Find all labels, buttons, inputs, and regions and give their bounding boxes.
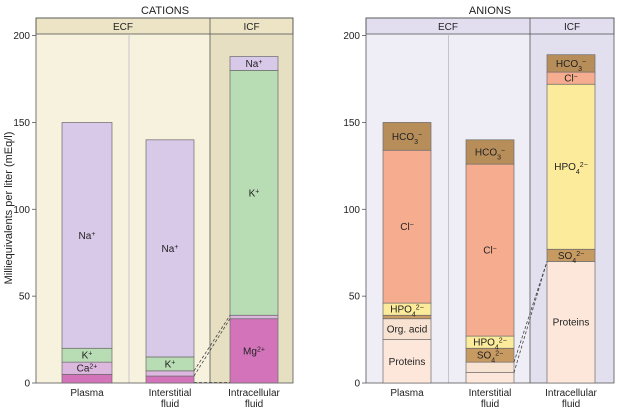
segment-mg2- (145, 375, 195, 384)
y-tick-label: 150 (343, 118, 360, 129)
region-label-ecf: ECF (113, 22, 133, 33)
segment-label-k-: K+ (249, 188, 260, 200)
x-category-label: Plasma (70, 388, 104, 399)
segment-label-so42-: SO42− (477, 350, 503, 364)
y-tick-label: 50 (349, 292, 361, 303)
segment-hco3- (465, 139, 515, 165)
y-tick-label: 0 (354, 379, 360, 390)
segment-label-cl-: Cl− (564, 73, 578, 85)
segment-cl- (382, 149, 432, 304)
segment-label-mg2-: Mg2+ (243, 346, 265, 358)
segment-label-cl-: Cl− (400, 222, 414, 234)
segment-hpo42- (546, 83, 596, 250)
x-category-label: Intracellular (545, 388, 597, 399)
segment-na- (145, 139, 195, 358)
segment-na- (61, 122, 113, 349)
x-category-label: Interstitial (149, 388, 192, 399)
segment-label-proteins: Proteins (389, 357, 426, 368)
y-tick-label: 50 (19, 292, 31, 303)
region-label-ecf: ECF (438, 22, 458, 33)
segment-label-cl-: Cl− (483, 245, 497, 257)
segment-label-na-: Na+ (246, 58, 263, 70)
segment-label-na-: Na+ (162, 243, 179, 255)
connector-dashed-line (513, 261, 548, 363)
connector-dashed-line (193, 318, 231, 377)
segment-label-k-: K+ (82, 350, 93, 362)
bar-intracellular-fluid: Proteins SO42− HPO42− Cl−HCO3− (546, 54, 596, 384)
x-category-label: fluid (161, 399, 179, 410)
chart-title: ANIONS (469, 5, 511, 17)
segment-ca2- (229, 314, 279, 320)
segment-na- (229, 56, 279, 71)
y-tick-label: 200 (13, 31, 30, 42)
x-category-label: Interstitial (469, 388, 512, 399)
segment-label-hco3-: HCO3− (556, 58, 586, 72)
x-category-label: Intracellular (228, 388, 280, 399)
segment-label-hco3-: HCO3− (392, 131, 422, 145)
segment-proteins (465, 372, 515, 384)
segment-k- (229, 69, 279, 316)
segment-mg2- (61, 373, 113, 384)
segment-label-hpo42-: HPO42− (554, 162, 588, 176)
segment-label-org-acid: Org. acid (387, 325, 428, 336)
segment-cl- (465, 163, 515, 337)
y-tick-label: 200 (343, 31, 360, 42)
y-tick-label: 150 (13, 118, 30, 129)
bar-intracellular-fluid: Mg2+ K+ Na+ (229, 56, 279, 384)
region-label-icf: ICF (243, 22, 259, 33)
segment-mg2- (229, 318, 279, 384)
bar-plasma: Proteins Org. acid HPO42− Cl− HCO3− (382, 122, 432, 384)
segment-hco3- (382, 122, 432, 151)
connector-dashed-line (193, 315, 231, 372)
bar-interstitial-fluid: SO42−HPO42− Cl− HCO3− (465, 139, 515, 384)
x-category-label: fluid (562, 399, 580, 410)
y-tick-label: 100 (13, 205, 30, 216)
segment-so42- (382, 314, 432, 320)
region-label-icf: ICF (564, 22, 580, 33)
chart-anions: ANIONS ECF ICF 0 50 100 150 200 Proteins Org. aci… (343, 5, 615, 410)
bar-interstitial-fluid: K+ Na+ (145, 139, 195, 384)
chart-title: CATIONS (141, 5, 189, 17)
y-axis-label: Milliequivalents per liter (mEq/l) (3, 132, 15, 285)
y-tick-label: 100 (343, 205, 360, 216)
segment-hco3- (546, 54, 596, 73)
y-tick-label: 0 (24, 379, 30, 390)
segment-org-acid (465, 361, 515, 373)
segment-label-hco3-: HCO3− (475, 147, 505, 161)
segment-label-so42-: SO42− (558, 250, 584, 264)
segment-label-k-: K+ (165, 359, 176, 371)
segment-label-proteins: Proteins (553, 318, 590, 329)
segment-label-hpo42-: HPO42− (473, 337, 507, 351)
x-category-label: fluid (245, 399, 263, 410)
x-category-label: fluid (481, 399, 499, 410)
segment-proteins (546, 261, 596, 384)
segment-ca2- (145, 370, 195, 377)
segment-label-ca2-: Ca2+ (77, 363, 98, 375)
segment-proteins (382, 339, 432, 384)
segment-label-na-: Na+ (79, 230, 96, 242)
connector-dashed-line (513, 261, 548, 373)
segment-label-hpo42-: HPO42− (390, 304, 424, 318)
bar-plasma: Ca2+K+ Na+ (61, 122, 113, 384)
x-category-label: Plasma (390, 388, 424, 399)
